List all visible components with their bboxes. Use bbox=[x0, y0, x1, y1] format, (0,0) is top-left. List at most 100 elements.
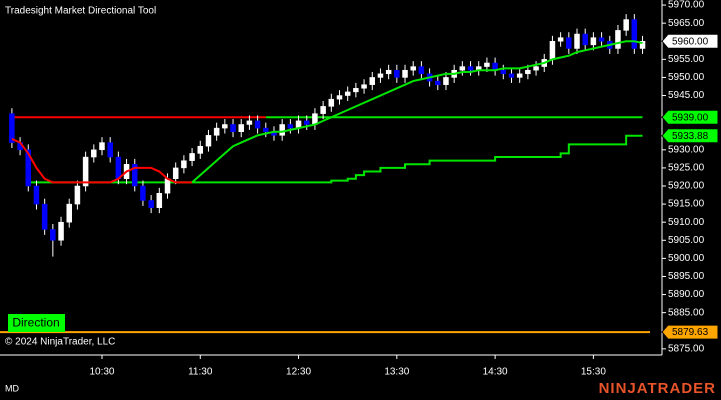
y-tick-label: 5955.00 bbox=[668, 54, 705, 65]
y-tick-label: 5945.00 bbox=[668, 90, 705, 101]
direction-label: Direction bbox=[12, 316, 59, 330]
candle-body bbox=[508, 73, 515, 78]
candle-body bbox=[238, 124, 244, 132]
candle-body bbox=[148, 200, 154, 208]
y-tick-label: 5890.00 bbox=[668, 289, 705, 300]
instrument: MD bbox=[5, 383, 19, 393]
candle-body bbox=[156, 192, 163, 208]
price-marker-label: 5933.88 bbox=[672, 131, 709, 142]
candle-body bbox=[361, 84, 367, 89]
x-tick-label: 14:30 bbox=[483, 367, 508, 378]
candle-body bbox=[516, 73, 523, 78]
candle-body bbox=[467, 66, 474, 71]
candle-body bbox=[132, 164, 138, 187]
price-marker bbox=[661, 128, 719, 144]
price-marker bbox=[661, 33, 719, 49]
candle-body bbox=[205, 135, 212, 147]
candle-body bbox=[303, 120, 310, 125]
candle-body bbox=[213, 127, 220, 136]
candle-body bbox=[222, 124, 228, 129]
x-tick-label: 15:30 bbox=[581, 367, 606, 378]
candle-body bbox=[25, 149, 32, 187]
candle-body bbox=[246, 120, 253, 125]
candle-body bbox=[623, 19, 629, 31]
candle-body bbox=[525, 69, 531, 75]
candle-body bbox=[254, 120, 261, 129]
y-tick-label: 5970.00 bbox=[668, 0, 705, 11]
price-marker-label: 5879.63 bbox=[672, 327, 709, 338]
x-tick-label: 11:30 bbox=[188, 367, 213, 378]
y-tick-label: 5930.00 bbox=[668, 144, 705, 155]
y-tick-label: 5920.00 bbox=[668, 181, 705, 192]
candle-body bbox=[582, 33, 588, 46]
candle-body bbox=[598, 37, 605, 42]
candle-body bbox=[328, 98, 335, 107]
candle-body bbox=[230, 124, 236, 132]
price-marker-label: 5960.00 bbox=[672, 36, 709, 47]
indicator-line bbox=[11, 138, 193, 184]
candle-body bbox=[500, 69, 507, 75]
candle-body bbox=[557, 37, 564, 42]
candle-body bbox=[140, 185, 146, 201]
y-tick-label: 5895.00 bbox=[668, 271, 705, 282]
candle-body bbox=[574, 33, 580, 49]
y-tick-label: 5875.00 bbox=[668, 343, 705, 354]
candle-body bbox=[402, 69, 408, 78]
candle-body bbox=[9, 113, 15, 143]
candle-body bbox=[82, 156, 89, 187]
candle-body bbox=[197, 145, 204, 154]
candle-body bbox=[353, 88, 359, 93]
candle-body bbox=[91, 149, 97, 158]
candle-body bbox=[189, 153, 195, 161]
direction-badge bbox=[8, 314, 65, 332]
candle-body bbox=[66, 203, 72, 223]
candle-body bbox=[484, 62, 490, 67]
candle-body bbox=[369, 77, 376, 85]
candle-body bbox=[394, 69, 400, 78]
candle-body bbox=[639, 41, 646, 49]
brand-logo: NINJATRADER bbox=[599, 380, 716, 397]
x-tick-label: 10:30 bbox=[89, 367, 114, 378]
y-tick-label: 5910.00 bbox=[668, 217, 705, 228]
candle-body bbox=[615, 30, 621, 49]
chart-title: Tradesight Market Directional Tool bbox=[5, 6, 156, 17]
candle-body bbox=[566, 37, 572, 49]
y-tick-label: 5885.00 bbox=[668, 307, 705, 318]
candle-body bbox=[320, 106, 326, 114]
candle-body bbox=[410, 66, 416, 71]
candle-body bbox=[443, 77, 449, 85]
candle-body bbox=[435, 80, 441, 85]
indicator-line bbox=[28, 134, 643, 184]
plot-area bbox=[0, 14, 650, 334]
y-tick-label: 5950.00 bbox=[668, 72, 705, 83]
y-tick-label: 5915.00 bbox=[668, 199, 705, 210]
candle-body bbox=[164, 178, 171, 194]
x-tick-label: 12:30 bbox=[286, 367, 311, 378]
candle-body bbox=[418, 66, 425, 75]
candle-body bbox=[279, 124, 285, 136]
price-marker-label: 5939.00 bbox=[672, 112, 709, 123]
candle-body bbox=[115, 156, 122, 180]
y-tick-label: 5905.00 bbox=[668, 235, 705, 246]
candle-body bbox=[533, 66, 539, 71]
candle-body bbox=[58, 221, 64, 241]
x-tick-label: 13:30 bbox=[384, 367, 409, 378]
candle-body bbox=[172, 167, 179, 180]
candle-body bbox=[99, 142, 105, 151]
candle-body bbox=[344, 91, 351, 96]
candle-body bbox=[181, 160, 187, 169]
candle-body bbox=[590, 37, 597, 46]
y-tick-label: 5965.00 bbox=[668, 18, 705, 29]
candle-body bbox=[385, 69, 392, 75]
copyright: © 2024 NinjaTrader, LLC bbox=[5, 337, 115, 348]
candle-body bbox=[263, 127, 269, 132]
candle-body bbox=[33, 185, 40, 205]
y-tick-label: 5900.00 bbox=[668, 253, 705, 264]
candle-body bbox=[107, 142, 113, 158]
candle-body bbox=[377, 73, 384, 78]
y-tick-label: 5925.00 bbox=[668, 163, 705, 174]
price-marker bbox=[661, 324, 719, 340]
candle-body bbox=[631, 19, 638, 49]
